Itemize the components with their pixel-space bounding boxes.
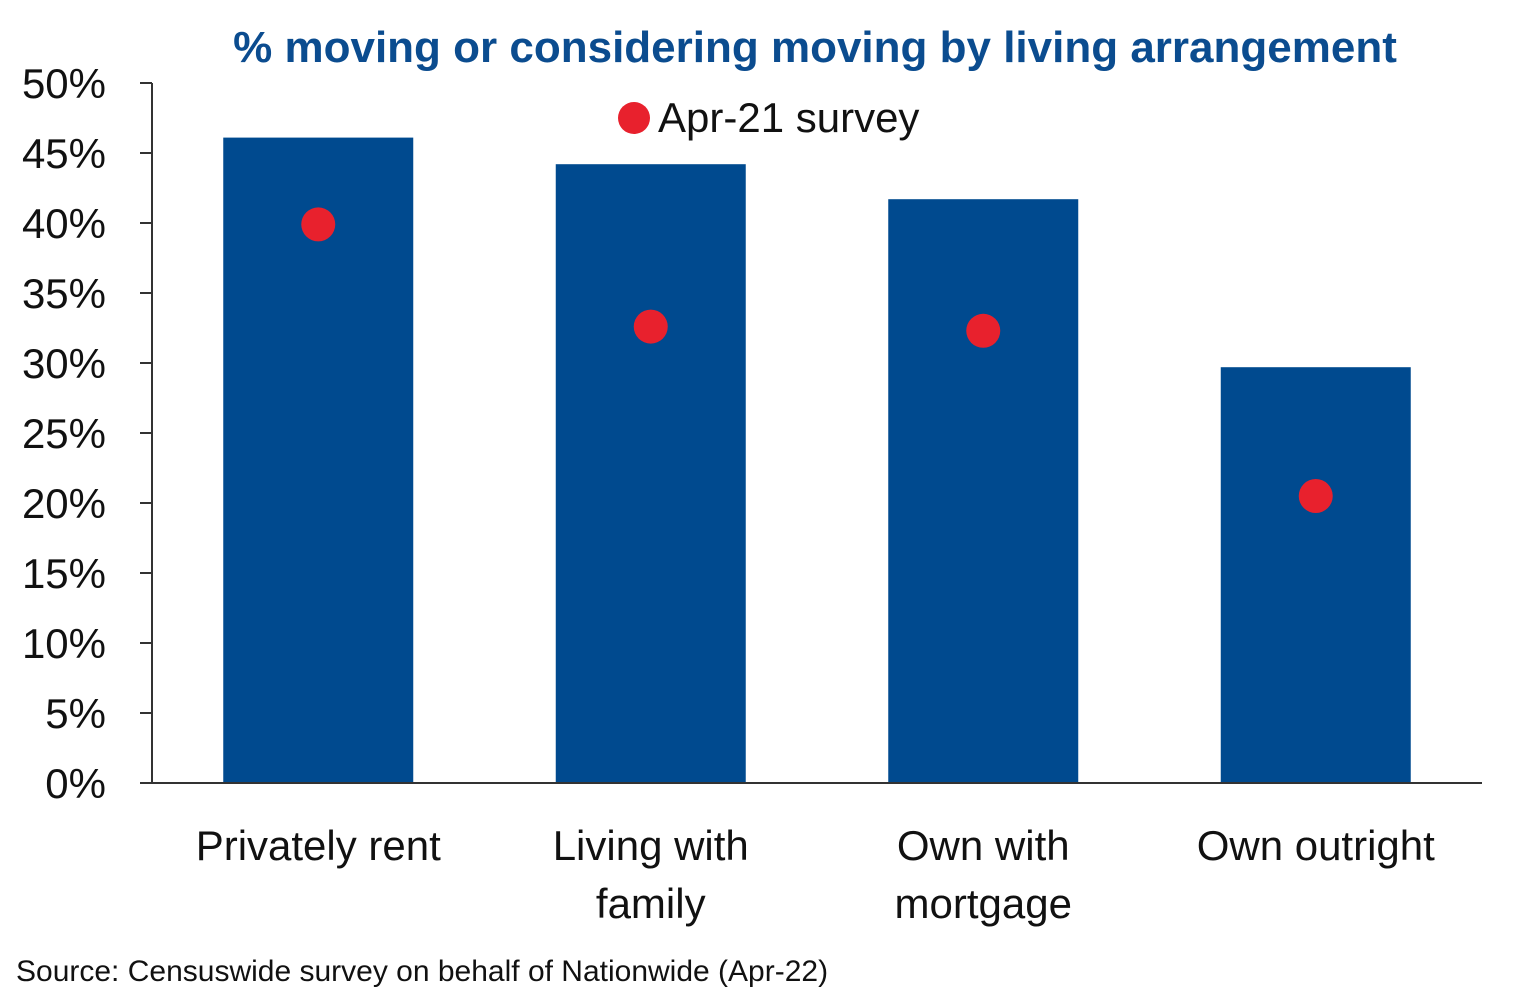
bar <box>888 199 1079 783</box>
bars <box>223 137 1411 784</box>
y-tick-label: 35% <box>22 270 106 317</box>
x-category-label: Own with mortgage <box>895 822 1072 927</box>
legend-marker-apr-21-survey <box>618 102 650 134</box>
chart-title: % moving or considering moving by living… <box>233 23 1397 72</box>
y-tick-label: 15% <box>22 550 106 597</box>
bar <box>223 137 414 784</box>
y-tick-label: 0% <box>45 760 106 807</box>
x-category-label: Own outright <box>1197 822 1435 869</box>
legend: Apr-21 survey <box>618 94 919 141</box>
y-tick-label: 25% <box>22 410 106 457</box>
y-tick-label: 20% <box>22 480 106 527</box>
bar <box>1220 367 1411 783</box>
x-category-label: Living with family <box>553 822 749 927</box>
bar <box>555 164 746 783</box>
y-tick-label: 45% <box>22 130 106 177</box>
survey-dot <box>301 207 336 242</box>
source-note: Source: Censuswide survey on behalf of N… <box>16 955 828 988</box>
survey-dots <box>301 207 1333 513</box>
y-tick-label: 40% <box>22 200 106 247</box>
y-tick-label: 10% <box>22 620 106 667</box>
survey-dot <box>633 309 668 344</box>
x-category-label: Privately rent <box>196 822 441 869</box>
y-tick-label: 5% <box>45 690 106 737</box>
x-axis-categories: Privately rent Living with family Own with m… <box>196 822 1435 927</box>
survey-dot <box>1298 479 1333 513</box>
survey-dot <box>966 313 1001 348</box>
y-axis-ticks: 0% 5% 10% 15% 20% 25% 30% 35% 40% 45% 50% <box>22 60 152 807</box>
legend-label-apr-21-survey: Apr-21 survey <box>658 94 919 141</box>
y-tick-label: 50% <box>22 60 106 107</box>
y-tick-label: 30% <box>22 340 106 387</box>
